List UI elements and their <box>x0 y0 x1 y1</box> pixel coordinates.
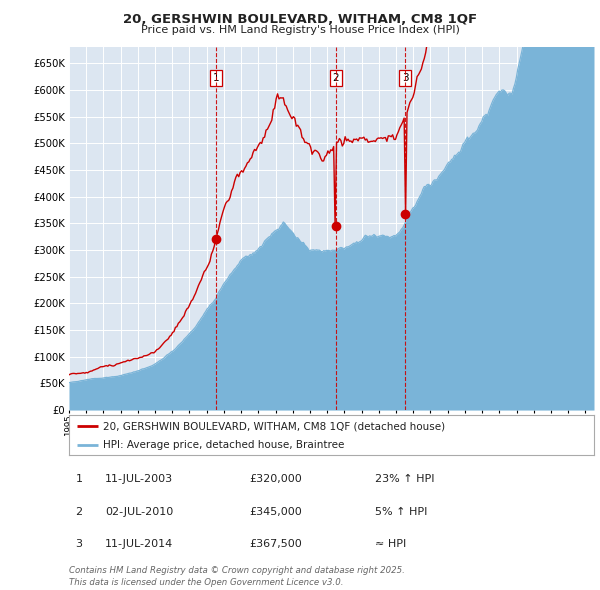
Text: £320,000: £320,000 <box>249 474 302 484</box>
Text: Price paid vs. HM Land Registry's House Price Index (HPI): Price paid vs. HM Land Registry's House … <box>140 25 460 35</box>
Text: 3: 3 <box>76 539 82 549</box>
Text: 1: 1 <box>212 73 219 83</box>
Text: HPI: Average price, detached house, Braintree: HPI: Average price, detached house, Brai… <box>103 440 344 450</box>
Text: 5% ↑ HPI: 5% ↑ HPI <box>375 507 427 516</box>
Text: 20, GERSHWIN BOULEVARD, WITHAM, CM8 1QF: 20, GERSHWIN BOULEVARD, WITHAM, CM8 1QF <box>123 13 477 26</box>
Text: 20, GERSHWIN BOULEVARD, WITHAM, CM8 1QF (detached house): 20, GERSHWIN BOULEVARD, WITHAM, CM8 1QF … <box>103 421 445 431</box>
Text: Contains HM Land Registry data © Crown copyright and database right 2025.
This d: Contains HM Land Registry data © Crown c… <box>69 566 405 587</box>
Text: 3: 3 <box>402 73 409 83</box>
Text: 1: 1 <box>76 474 82 484</box>
Text: 11-JUL-2014: 11-JUL-2014 <box>105 539 173 549</box>
Text: £367,500: £367,500 <box>249 539 302 549</box>
Text: 2: 2 <box>76 507 82 516</box>
Text: £345,000: £345,000 <box>249 507 302 516</box>
Text: 23% ↑ HPI: 23% ↑ HPI <box>375 474 434 484</box>
Text: 11-JUL-2003: 11-JUL-2003 <box>105 474 173 484</box>
Text: 2: 2 <box>332 73 339 83</box>
Text: ≈ HPI: ≈ HPI <box>375 539 406 549</box>
Text: 02-JUL-2010: 02-JUL-2010 <box>105 507 173 516</box>
